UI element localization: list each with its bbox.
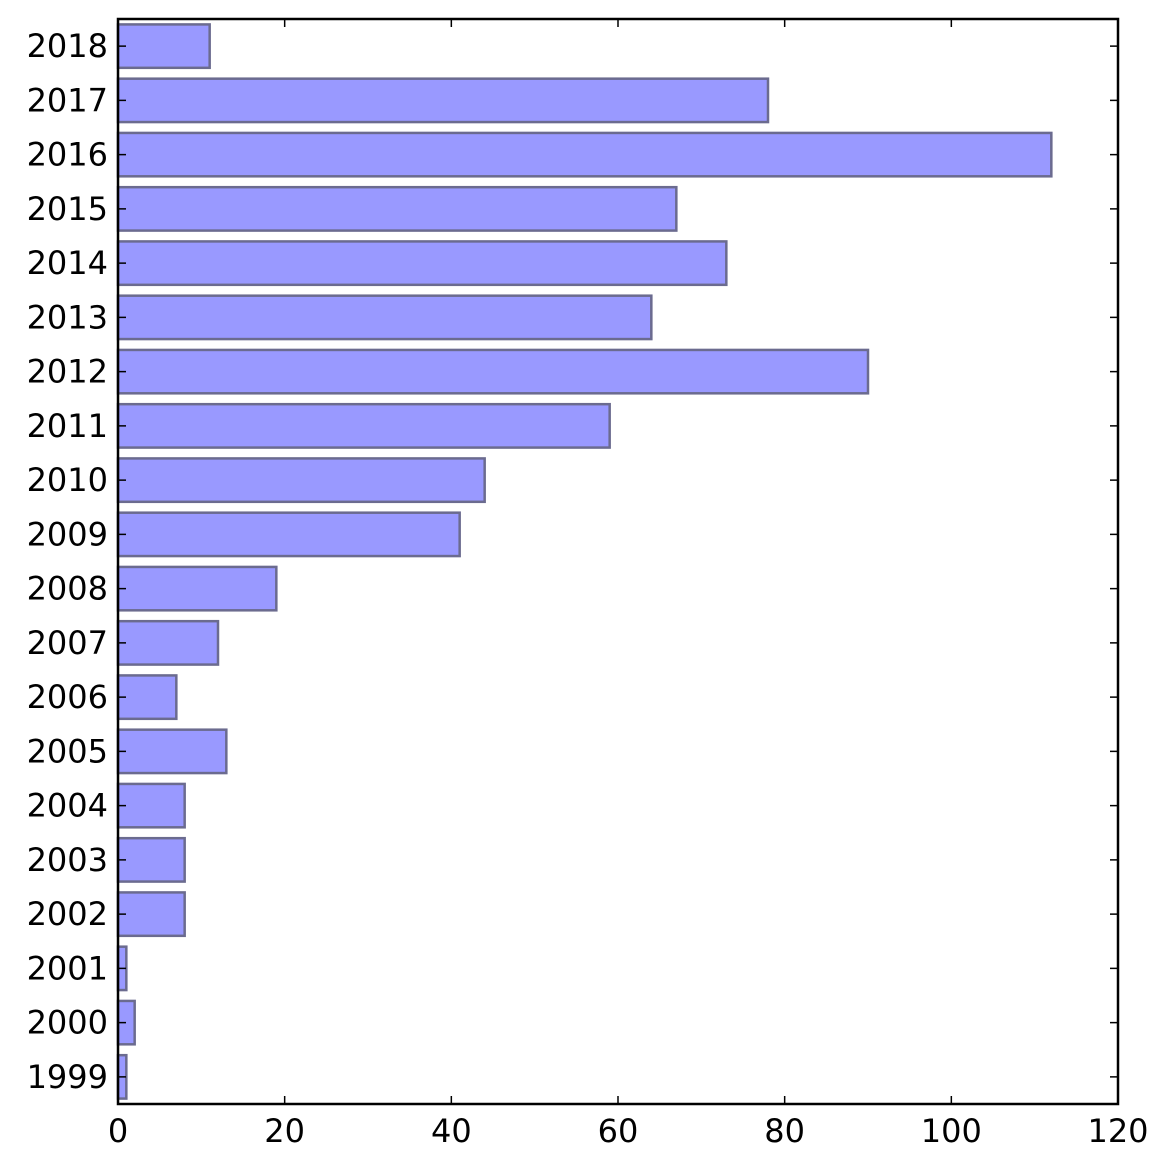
bar-2014 bbox=[116, 240, 728, 287]
bar-2003 bbox=[116, 836, 186, 883]
ytick-label-2014: 2014 bbox=[27, 244, 108, 282]
ytick-label-2002: 2002 bbox=[27, 895, 108, 933]
ytick-label-2018: 2018 bbox=[27, 27, 108, 65]
xtick-label-40: 40 bbox=[431, 1112, 472, 1150]
bar-2006 bbox=[116, 674, 178, 721]
ytick-label-2015: 2015 bbox=[27, 190, 108, 228]
bar-2015 bbox=[116, 185, 678, 232]
ytick-label-2008: 2008 bbox=[27, 570, 108, 608]
xtick-label-20: 20 bbox=[264, 1112, 305, 1150]
ytick-label-2017: 2017 bbox=[27, 81, 108, 119]
xtick-label-80: 80 bbox=[764, 1112, 805, 1150]
ytick-label-2011: 2011 bbox=[27, 407, 108, 445]
ytick-label-2001: 2001 bbox=[27, 949, 108, 987]
ytick-label-2006: 2006 bbox=[27, 678, 108, 716]
bar-2012 bbox=[116, 348, 870, 395]
ticks-group bbox=[117, 19, 1119, 1104]
ytick-label-2009: 2009 bbox=[27, 515, 108, 553]
bar-2009 bbox=[116, 511, 461, 558]
tick-labels-group: 1999200020012002200320042005200620072008… bbox=[27, 27, 1149, 1150]
xtick-label-0: 0 bbox=[108, 1112, 128, 1150]
bar-2017 bbox=[116, 77, 770, 124]
plot-frame bbox=[116, 17, 1120, 1106]
bar-2004 bbox=[116, 782, 186, 829]
ytick-label-2003: 2003 bbox=[27, 841, 108, 879]
bar-2018 bbox=[116, 23, 211, 70]
bar-2007 bbox=[116, 619, 220, 666]
ytick-label-2007: 2007 bbox=[27, 624, 108, 662]
xtick-label-100: 100 bbox=[921, 1112, 982, 1150]
bar-2002 bbox=[116, 891, 186, 938]
ytick-label-2012: 2012 bbox=[27, 353, 108, 391]
bar-2016 bbox=[116, 131, 1053, 178]
bar-2008 bbox=[116, 565, 278, 612]
ytick-label-2013: 2013 bbox=[27, 298, 108, 336]
ytick-label-2010: 2010 bbox=[27, 461, 108, 499]
bar-2005 bbox=[116, 728, 228, 775]
bars-group bbox=[116, 23, 1053, 1100]
bar-2013 bbox=[116, 294, 653, 341]
ytick-label-2004: 2004 bbox=[27, 787, 108, 825]
ytick-label-1999: 1999 bbox=[27, 1058, 108, 1096]
ytick-label-2000: 2000 bbox=[27, 1004, 108, 1042]
xtick-label-60: 60 bbox=[598, 1112, 639, 1150]
ytick-label-2005: 2005 bbox=[27, 732, 108, 770]
xtick-label-120: 120 bbox=[1087, 1112, 1148, 1150]
bar-2011 bbox=[116, 402, 611, 449]
bar-2010 bbox=[116, 457, 486, 504]
ytick-label-2016: 2016 bbox=[27, 136, 108, 174]
